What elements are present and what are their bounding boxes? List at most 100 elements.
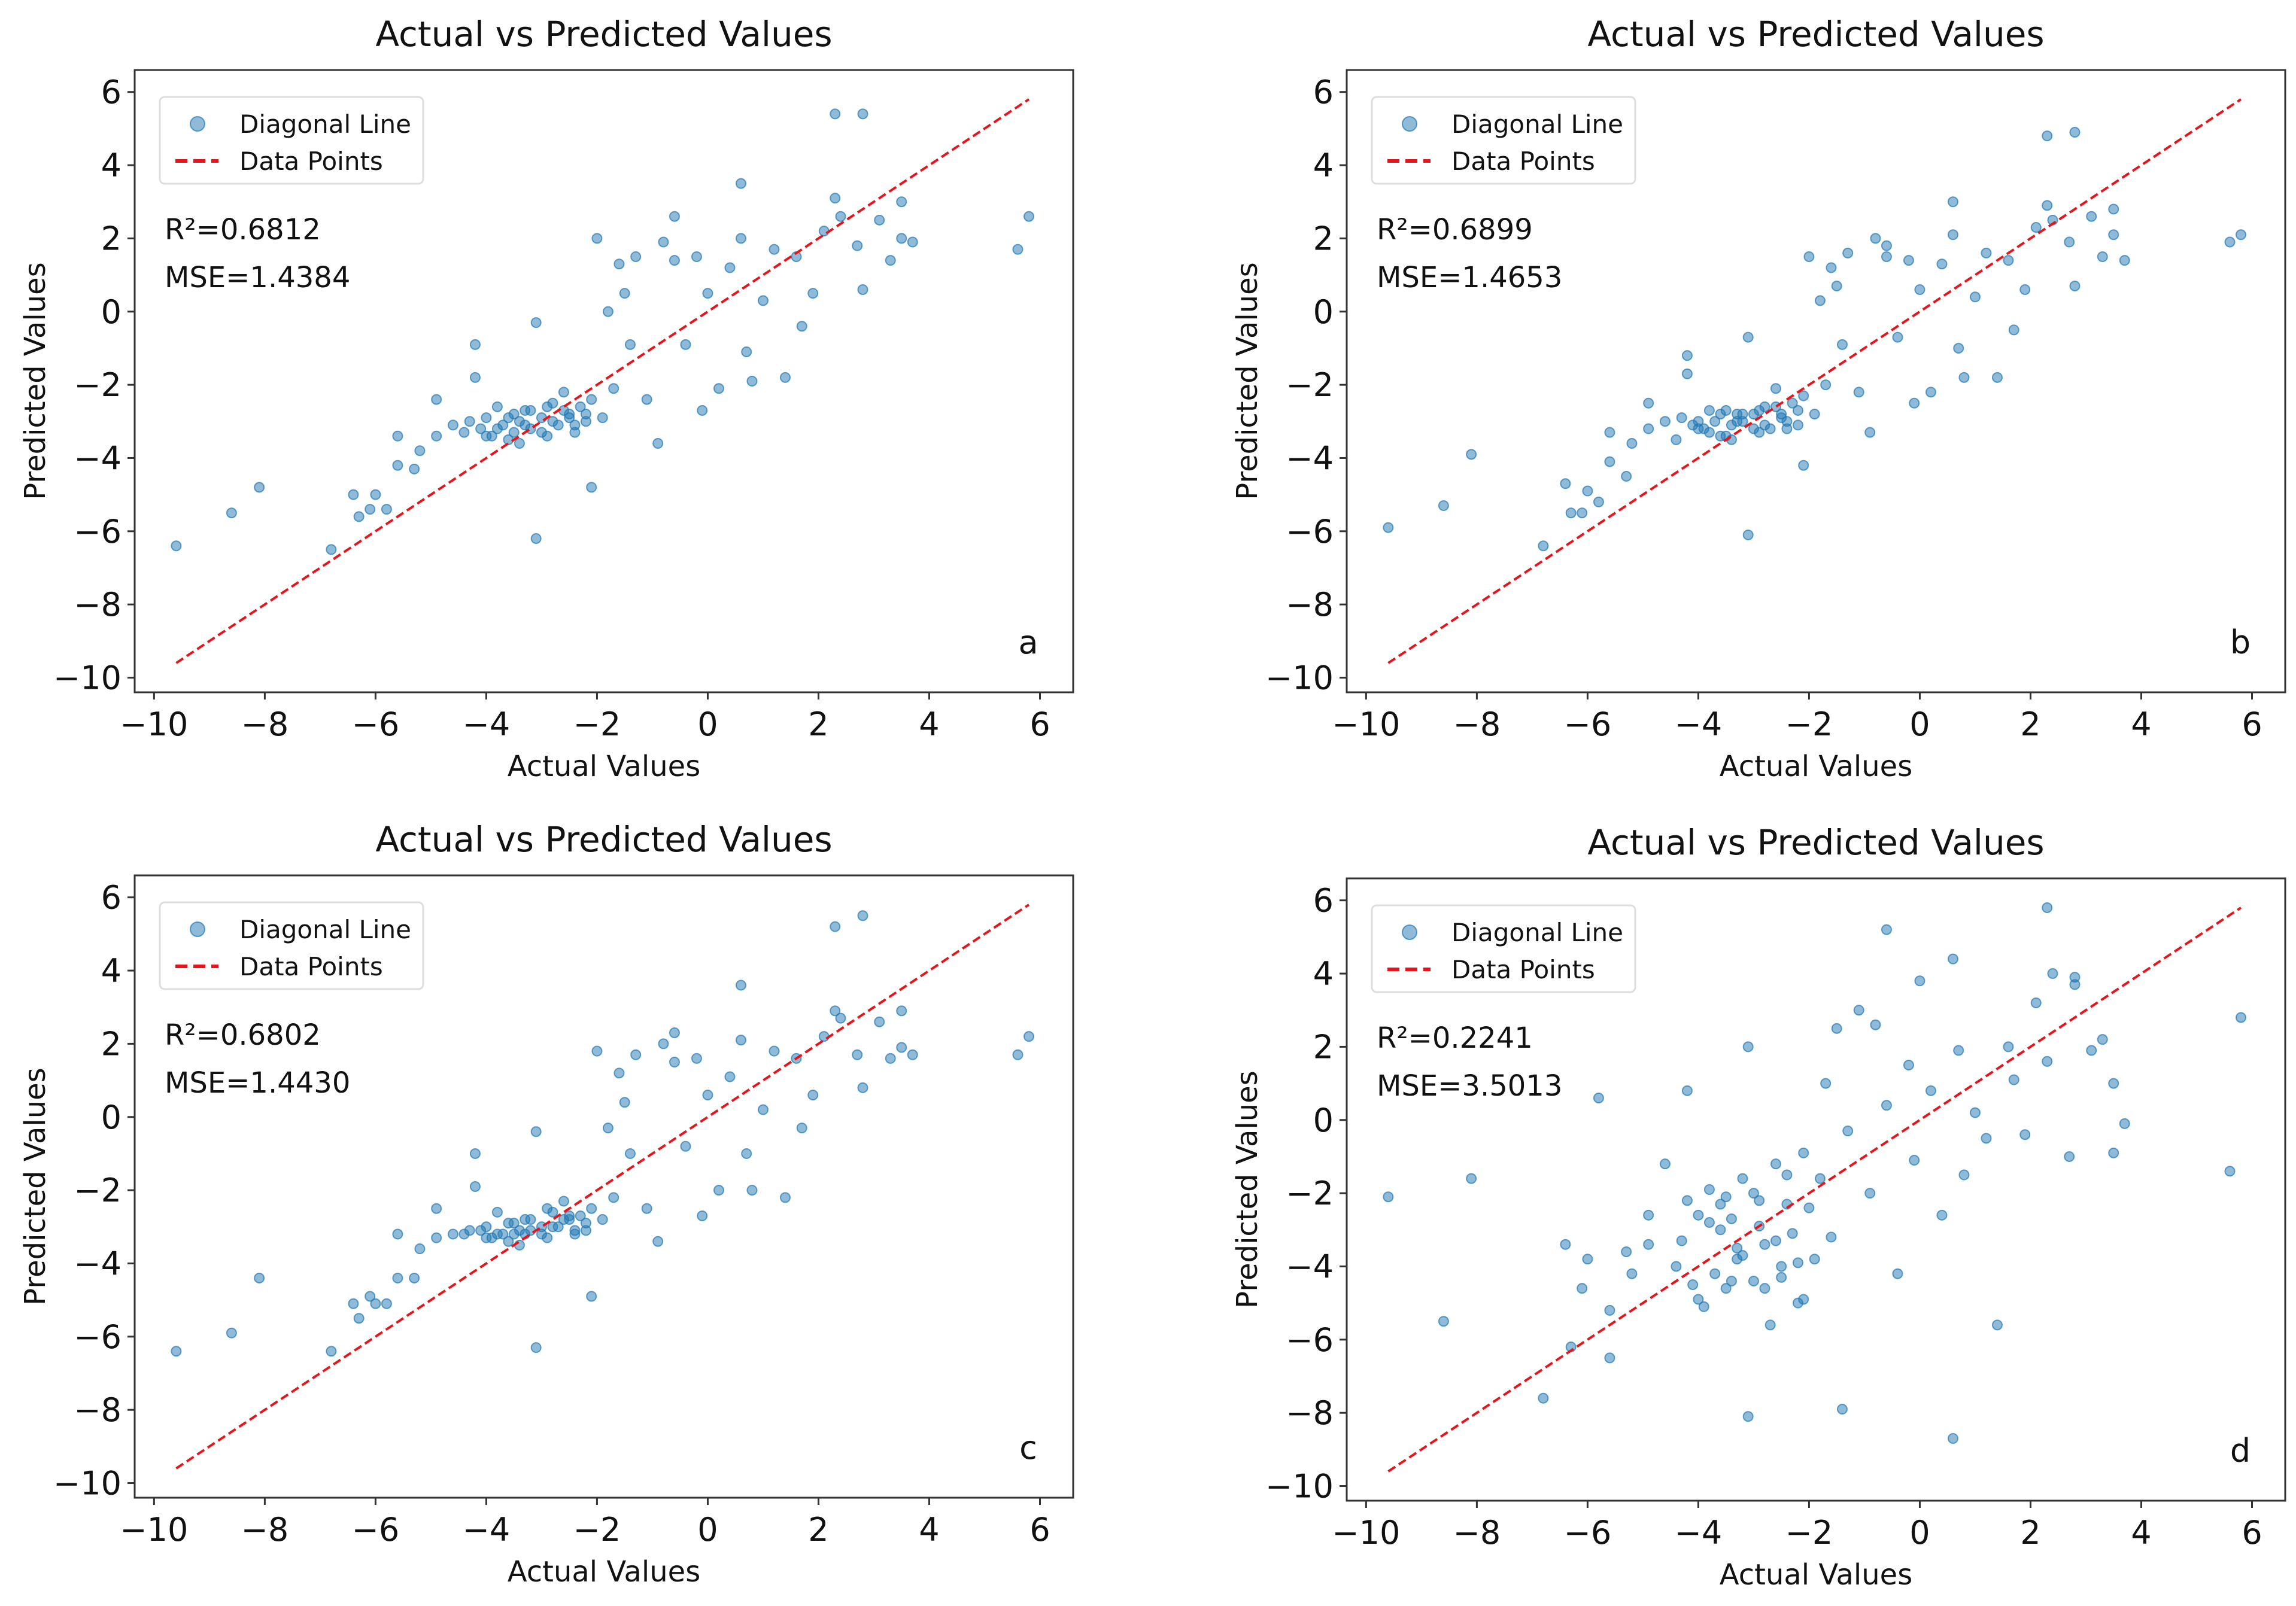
- data-point: [1698, 1301, 1709, 1312]
- data-point: [619, 1097, 630, 1108]
- data-point: [1681, 1195, 1693, 1206]
- chart-title: Actual vs Predicted Values: [375, 14, 832, 54]
- data-point: [658, 1038, 669, 1050]
- data-point: [1676, 1235, 1687, 1246]
- data-point: [520, 419, 531, 431]
- data-point: [1742, 529, 1754, 540]
- x-tick-label: −2: [1785, 1514, 1833, 1552]
- data-point: [1560, 478, 1571, 489]
- data-point: [348, 1298, 359, 1309]
- data-point: [586, 482, 597, 493]
- data-point: [1892, 1268, 1903, 1279]
- data-point: [624, 1148, 636, 1159]
- data-point: [2108, 1147, 2119, 1158]
- mse-annotation: MSE=1.4384: [165, 261, 350, 294]
- data-point: [525, 404, 536, 416]
- x-tick-label: 2: [2020, 705, 2040, 743]
- data-point: [1853, 1005, 1864, 1016]
- data-point: [530, 317, 542, 328]
- data-point: [575, 401, 586, 412]
- data-point: [226, 507, 237, 519]
- data-point: [896, 1042, 907, 1053]
- data-point: [1991, 372, 2003, 383]
- y-tick-label: 4: [101, 952, 122, 990]
- data-point: [1958, 372, 1970, 383]
- data-point: [852, 1049, 863, 1060]
- data-point: [2097, 251, 2108, 262]
- x-tick-label: −8: [1453, 705, 1501, 743]
- data-point: [1881, 240, 1892, 251]
- data-point: [171, 1346, 182, 1357]
- data-point: [1947, 953, 1958, 965]
- data-point: [1759, 1239, 1770, 1250]
- diagonal-line: [175, 904, 1030, 1470]
- data-point: [254, 482, 265, 493]
- data-point: [874, 214, 885, 226]
- data-point: [1958, 1169, 1970, 1181]
- x-tick-label: −10: [1332, 1514, 1400, 1552]
- data-point: [614, 258, 625, 270]
- x-tick-label: 4: [919, 705, 939, 743]
- y-tick-label: −6: [1286, 1321, 1334, 1359]
- data-point: [536, 1228, 547, 1240]
- data-point: [735, 1035, 746, 1046]
- y-tick-label: −4: [1286, 439, 1334, 477]
- data-point: [1947, 229, 1958, 241]
- data-point: [1621, 1246, 1632, 1257]
- x-tick-label: −4: [1675, 1514, 1723, 1552]
- data-point: [1604, 1352, 1615, 1364]
- data-point: [830, 921, 841, 932]
- legend: Diagonal Line Data Points: [159, 901, 424, 990]
- data-point: [1693, 1294, 1704, 1305]
- y-tick-label: 2: [101, 220, 122, 257]
- data-point: [481, 1221, 492, 1233]
- x-tick-label: −6: [1564, 705, 1612, 743]
- data-point: [1864, 427, 1876, 438]
- data-point: [370, 1298, 381, 1309]
- data-point: [171, 540, 182, 552]
- x-tick-label: −8: [241, 705, 289, 743]
- x-axis-label: Actual Values: [1720, 750, 1912, 783]
- legend-entry: Data Points: [1451, 955, 1595, 984]
- data-points: [1383, 902, 2246, 1444]
- x-tick-label: 6: [2242, 1514, 2262, 1552]
- diagonal-line: [1387, 907, 2242, 1473]
- data-point: [481, 412, 492, 424]
- data-point: [2235, 1012, 2246, 1023]
- data-point: [2086, 211, 2097, 222]
- y-tick-label: 4: [1313, 955, 1334, 993]
- data-point: [1438, 1316, 1449, 1327]
- data-point: [1732, 416, 1743, 427]
- data-point: [503, 412, 514, 424]
- legend-box: [1371, 96, 1636, 185]
- data-point: [597, 1214, 608, 1225]
- data-point: [464, 416, 475, 427]
- data-point: [2108, 1078, 2119, 1089]
- y-tick-label: 4: [101, 147, 122, 184]
- data-point: [779, 1192, 791, 1203]
- legend-entry: Diagonal Line: [1451, 918, 1623, 947]
- x-tick-label: 4: [919, 1511, 939, 1549]
- data-point: [580, 1218, 591, 1229]
- legend-marker-icon: [1402, 924, 1417, 940]
- data-point: [2019, 1129, 2031, 1140]
- legend-entry: Data Points: [239, 952, 383, 981]
- mse-annotation: MSE=1.4653: [1377, 261, 1562, 294]
- x-tick-label: −10: [1332, 705, 1400, 743]
- y-tick-label: 6: [101, 879, 122, 917]
- data-point: [1914, 975, 1926, 987]
- data-point: [1981, 247, 1992, 258]
- data-point: [1538, 540, 1549, 552]
- data-point: [1842, 1126, 1854, 1137]
- data-point: [2108, 229, 2119, 241]
- data-point: [1466, 449, 1477, 460]
- data-point: [1593, 496, 1604, 507]
- data-point: [1770, 1235, 1781, 1246]
- y-tick-label: −10: [53, 659, 122, 697]
- data-point: [796, 1123, 807, 1134]
- legend: Diagonal Line Data Points: [159, 96, 424, 185]
- data-point: [1687, 1279, 1699, 1291]
- data-point: [724, 262, 736, 273]
- data-point: [1981, 1133, 1992, 1144]
- data-point: [431, 394, 442, 405]
